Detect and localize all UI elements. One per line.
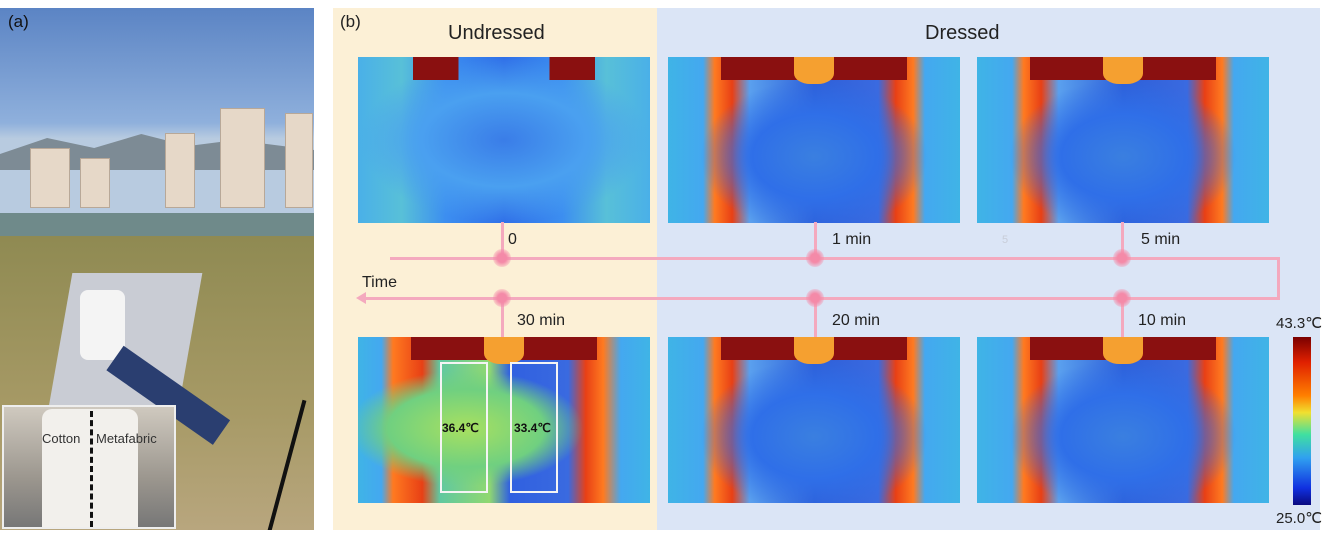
timeline-dot	[493, 249, 511, 267]
metafabric-region-box	[510, 362, 558, 493]
timeline-turn	[1277, 257, 1280, 300]
temperature-colorbar	[1293, 337, 1311, 505]
dressed-title: Dressed	[925, 22, 1000, 44]
timepoint-label: 1 min	[832, 231, 872, 248]
timepoint-label: 0	[508, 231, 517, 248]
thermal-image-1min	[668, 57, 960, 223]
metafabric-temperature: 33.4℃	[514, 421, 551, 435]
vest-inset-photo: Cotton Metafabric	[2, 405, 176, 529]
thermal-image-20min	[668, 337, 960, 503]
timeline-dot	[1113, 249, 1131, 267]
person-vest	[80, 290, 125, 360]
colorbar-min-label: 25.0℃	[1276, 510, 1323, 527]
timepoint-label: 10 min	[1138, 312, 1187, 329]
cotton-temperature: 36.4℃	[442, 421, 479, 435]
undressed-title: Undressed	[448, 22, 545, 44]
thermal-image-0	[358, 57, 650, 223]
building	[165, 133, 195, 208]
cotton-label: Cotton	[42, 431, 81, 446]
cotton-region-box	[440, 362, 488, 493]
building	[30, 148, 70, 208]
timepoint-label: 5 min	[1141, 231, 1181, 248]
time-arrow-icon	[356, 292, 366, 304]
timepoint-label: 20 min	[832, 312, 881, 329]
panel-b-label: (b)	[340, 12, 361, 31]
metafabric-label: Metafabric	[96, 431, 157, 446]
timeline-dot	[806, 249, 824, 267]
timepoint-label: 30 min	[517, 312, 566, 329]
thermal-image-10min	[977, 337, 1269, 503]
timeline-dot	[493, 289, 511, 307]
faint-mark: 5	[1002, 234, 1009, 246]
timeline-dot	[1113, 289, 1131, 307]
thermal-image-5min	[977, 57, 1269, 223]
building	[285, 113, 313, 208]
thermal-image-30min	[358, 337, 650, 503]
time-axis-label: Time	[362, 274, 397, 291]
colorbar-max-label: 43.3℃	[1276, 315, 1323, 332]
timeline-dot	[806, 289, 824, 307]
panel-a-label: (a)	[8, 12, 29, 31]
divider-line	[90, 411, 93, 527]
building	[220, 108, 265, 208]
timeline-top	[390, 257, 1280, 260]
building	[80, 158, 110, 208]
